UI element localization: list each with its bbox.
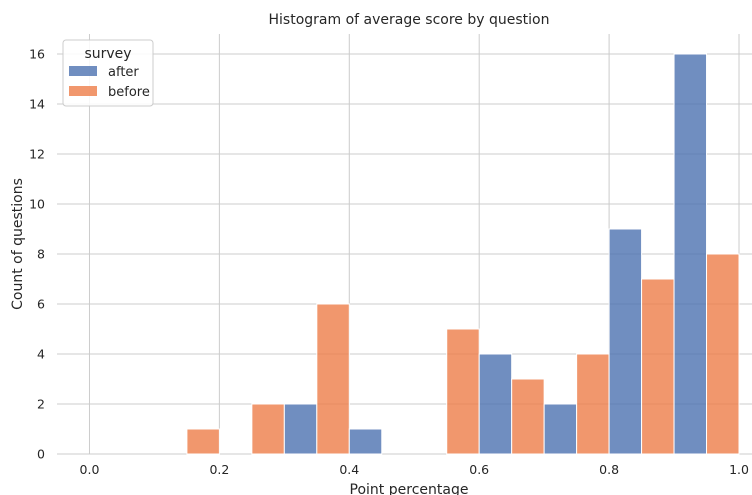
bars	[186, 53, 740, 455]
y-tick-label: 14	[29, 97, 45, 112]
bar-before	[446, 328, 480, 455]
legend-swatch-after	[69, 66, 97, 76]
x-tick-label: 1.0	[729, 462, 749, 477]
y-tick-label: 16	[29, 47, 45, 62]
x-tick-label: 0.6	[469, 462, 489, 477]
bar-before	[251, 403, 285, 455]
x-axis-label: Point percentage	[350, 482, 469, 495]
y-tick-label: 2	[37, 397, 45, 412]
x-tick-label: 0.0	[80, 462, 100, 477]
legend-title: survey	[84, 46, 131, 62]
bar-after	[673, 53, 708, 455]
y-tick-label: 0	[37, 447, 45, 462]
bar-before	[186, 428, 220, 455]
bar-before	[316, 303, 350, 455]
bar-after	[348, 428, 383, 455]
bar-before	[706, 253, 740, 455]
y-tick-label: 12	[29, 147, 45, 162]
bar-before	[511, 378, 545, 455]
y-tick-label: 8	[37, 247, 45, 262]
bar-after	[608, 228, 643, 455]
y-axis-label: Count of questions	[10, 178, 26, 310]
legend: survey after before	[62, 39, 154, 107]
x-tick-label: 0.8	[599, 462, 619, 477]
legend-swatch-before	[69, 86, 97, 96]
y-tick-label: 4	[37, 347, 45, 362]
chart-title: Histogram of average score by question	[269, 12, 550, 28]
legend-label-before: before	[108, 85, 150, 100]
bar-before	[641, 278, 675, 455]
y-axis-ticks: 0 2 4 6 8 10 12 14 16	[29, 47, 45, 462]
legend-label-after: after	[108, 65, 139, 80]
x-tick-label: 0.2	[209, 462, 229, 477]
y-tick-label: 10	[29, 197, 45, 212]
bar-after	[543, 403, 578, 455]
bar-before	[576, 353, 610, 455]
bar-after	[478, 353, 513, 455]
x-axis-ticks: 0.0 0.2 0.4 0.6 0.8 1.0	[80, 462, 749, 477]
x-tick-label: 0.4	[339, 462, 359, 477]
y-tick-label: 6	[37, 297, 45, 312]
bar-after	[283, 403, 318, 455]
